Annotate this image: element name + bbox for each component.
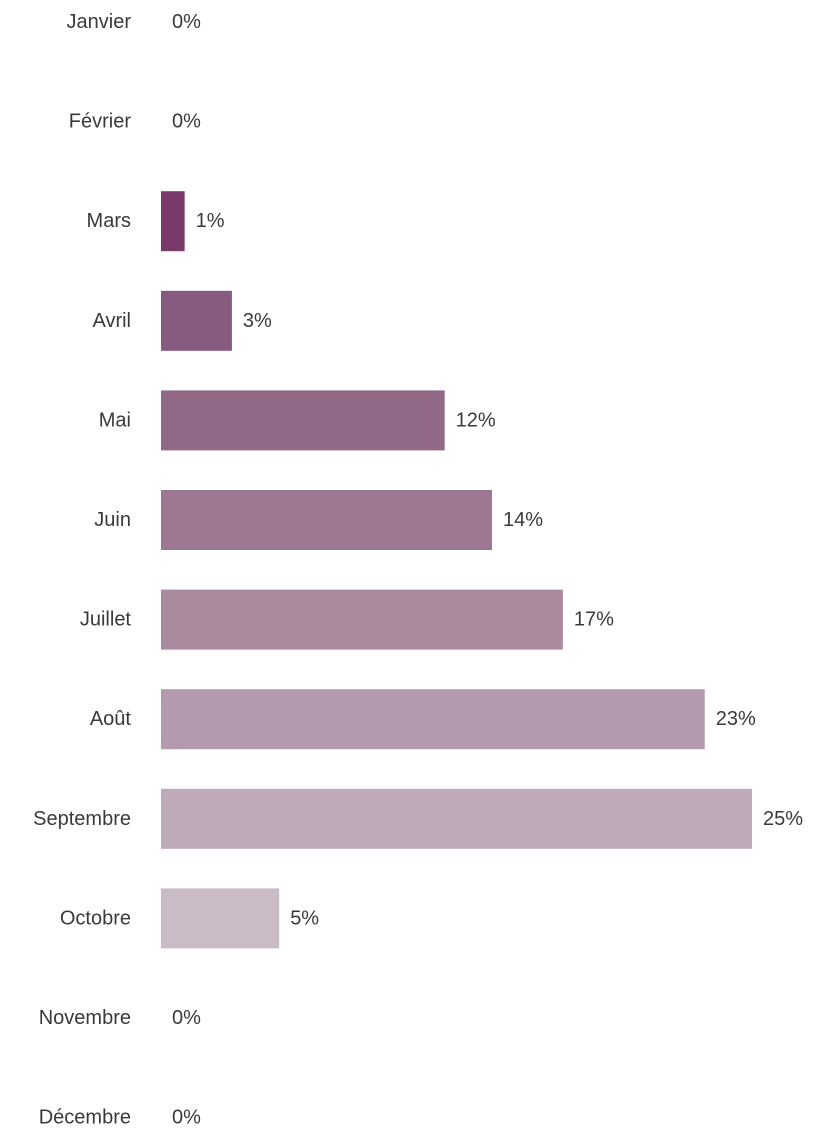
category-label-aout: Août — [90, 708, 132, 730]
category-label-decembre: Décembre — [39, 1107, 131, 1128]
bar-juillet — [161, 590, 563, 650]
category-label-octobre: Octobre — [60, 907, 131, 929]
value-label-decembre: 0% — [172, 1107, 201, 1128]
value-label-mai: 12% — [456, 409, 496, 431]
bar-mars — [161, 191, 185, 251]
category-label-juillet: Juillet — [80, 609, 132, 631]
category-label-mai: Mai — [99, 409, 131, 431]
value-label-juin: 14% — [503, 509, 543, 531]
bar-septembre — [161, 789, 752, 849]
bar-mai — [161, 390, 445, 450]
bar-aout — [161, 689, 705, 749]
category-label-janvier: Janvier — [67, 11, 132, 33]
value-labels: 0% 0% 1% 3% 12% 14% 17% 23% 25% 5% 0% 0% — [172, 11, 803, 1128]
category-labels: Janvier Février Mars Avril Mai Juin Juillet Aoû… — [33, 11, 131, 1128]
category-label-fevrier: Février — [69, 111, 132, 133]
value-label-fevrier: 0% — [172, 111, 201, 133]
category-label-mars: Mars — [87, 210, 131, 232]
value-label-janvier: 0% — [172, 11, 201, 33]
value-label-novembre: 0% — [172, 1007, 201, 1029]
category-label-avril: Avril — [92, 310, 131, 332]
value-label-octobre: 5% — [290, 907, 319, 929]
value-label-avril: 3% — [243, 310, 272, 332]
value-label-aout: 23% — [716, 708, 756, 730]
bar-octobre — [161, 888, 279, 948]
value-label-juillet: 17% — [574, 609, 614, 631]
bar-juin — [161, 490, 492, 550]
bar-avril — [161, 291, 232, 351]
category-label-novembre: Novembre — [39, 1007, 131, 1029]
value-label-mars: 1% — [196, 210, 225, 232]
category-label-juin: Juin — [94, 509, 131, 531]
value-label-septembre: 25% — [763, 808, 803, 830]
category-label-septembre: Septembre — [33, 808, 131, 830]
bars — [161, 191, 752, 948]
